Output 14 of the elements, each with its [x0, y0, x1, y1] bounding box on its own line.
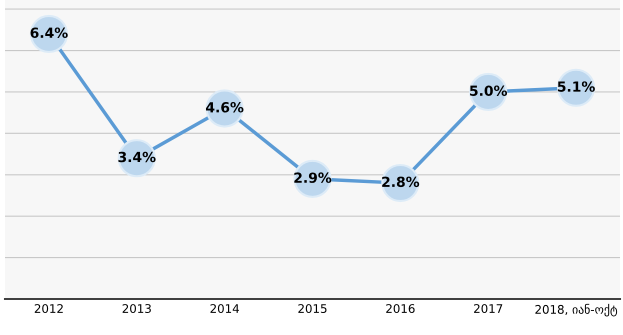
x-tick-label: 2018, იან-ოქტ [535, 304, 618, 316]
x-tick-label: 2017 [474, 304, 502, 313]
x-tick-label: 2015 [298, 304, 326, 313]
data-label: 4.6% [206, 102, 244, 113]
data-label: 2.9% [294, 172, 332, 183]
x-tick-label: 2016 [386, 304, 415, 313]
x-tick-label: 2012 [34, 304, 63, 313]
data-label: 5.0% [470, 85, 508, 96]
x-tick-label: 2013 [122, 304, 151, 313]
data-label: 3.4% [118, 152, 156, 162]
data-label: 5.1% [558, 81, 595, 92]
data-label: 6.4% [30, 27, 68, 38]
data-label: 2.8% [382, 176, 420, 188]
x-tick-label: 2014 [210, 304, 240, 313]
